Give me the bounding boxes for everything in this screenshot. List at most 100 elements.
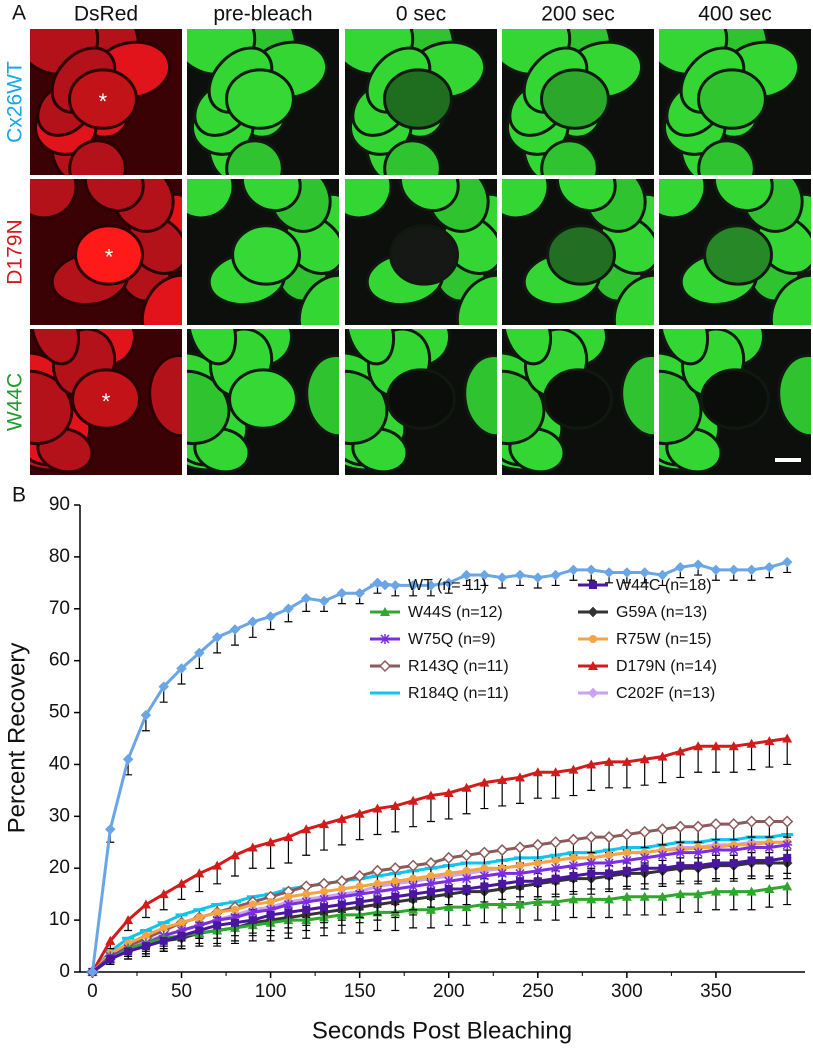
marker bbox=[604, 894, 615, 904]
legend-label: R143Q (n=11) bbox=[408, 658, 509, 675]
marker bbox=[693, 741, 704, 751]
marker bbox=[320, 887, 329, 896]
asterisk: * bbox=[99, 89, 108, 114]
series-line bbox=[91, 840, 788, 974]
marker bbox=[177, 931, 186, 940]
target-cell bbox=[540, 68, 610, 130]
marker bbox=[478, 846, 491, 859]
error-bar bbox=[498, 780, 507, 807]
cell bbox=[30, 329, 81, 366]
marker bbox=[587, 869, 596, 878]
error-bar bbox=[711, 746, 720, 773]
marker bbox=[193, 647, 205, 659]
cell bbox=[659, 329, 710, 366]
marker bbox=[533, 877, 542, 886]
marker bbox=[746, 738, 757, 748]
micrograph bbox=[187, 329, 339, 475]
marker bbox=[444, 884, 453, 893]
y-axis-label: Percent Recovery bbox=[3, 643, 30, 834]
marker bbox=[551, 856, 560, 865]
marker bbox=[407, 859, 420, 872]
marker bbox=[444, 869, 453, 878]
cell bbox=[345, 329, 396, 366]
error-bar bbox=[320, 824, 329, 851]
marker bbox=[675, 847, 686, 858]
marker bbox=[764, 561, 775, 573]
marker bbox=[657, 891, 668, 901]
cell bbox=[659, 179, 707, 220]
target-cell bbox=[228, 368, 298, 430]
marker bbox=[587, 853, 596, 862]
error-bar bbox=[409, 800, 418, 828]
error-bar bbox=[462, 787, 471, 815]
marker bbox=[336, 891, 347, 902]
marker bbox=[354, 889, 365, 900]
micrograph bbox=[659, 329, 811, 475]
marker bbox=[443, 787, 454, 797]
x-tick-label: 50 bbox=[171, 981, 192, 1002]
target-cell bbox=[546, 224, 616, 286]
marker bbox=[569, 872, 578, 881]
marker bbox=[657, 569, 668, 581]
marker bbox=[621, 567, 633, 578]
error-bar bbox=[355, 813, 364, 841]
marker bbox=[265, 904, 276, 915]
micrograph bbox=[187, 179, 339, 325]
cell bbox=[187, 369, 231, 446]
marker bbox=[461, 569, 472, 581]
marker bbox=[354, 808, 365, 818]
marker bbox=[391, 892, 400, 901]
marker bbox=[657, 850, 668, 861]
cell bbox=[345, 179, 393, 220]
marker bbox=[640, 848, 649, 857]
target-cell bbox=[74, 224, 144, 286]
marker bbox=[461, 873, 472, 884]
marker bbox=[425, 580, 437, 591]
marker bbox=[266, 897, 275, 906]
marker bbox=[300, 880, 313, 893]
error-bar bbox=[551, 772, 560, 799]
marker bbox=[728, 564, 740, 576]
marker bbox=[229, 912, 240, 923]
marker bbox=[764, 883, 775, 893]
y-tick-label: 70 bbox=[49, 598, 70, 619]
marker bbox=[212, 860, 223, 870]
marker bbox=[692, 820, 705, 833]
legend-label: W75Q (n=9) bbox=[408, 631, 496, 648]
marker bbox=[373, 879, 382, 888]
marker bbox=[424, 856, 437, 870]
marker bbox=[378, 659, 392, 673]
x-tick-label: 0 bbox=[87, 981, 98, 1002]
marker bbox=[588, 661, 598, 670]
cell bbox=[345, 369, 389, 446]
y-tick-label: 10 bbox=[49, 909, 70, 930]
cell bbox=[612, 273, 654, 325]
marker bbox=[479, 899, 490, 909]
marker bbox=[532, 896, 543, 906]
marker bbox=[335, 875, 348, 888]
marker bbox=[194, 868, 205, 878]
marker bbox=[443, 902, 454, 912]
y-tick-label: 60 bbox=[49, 650, 70, 671]
error-bar bbox=[515, 777, 524, 804]
error-bar bbox=[284, 837, 293, 864]
target-cell bbox=[383, 68, 453, 130]
marker bbox=[711, 859, 720, 868]
marker bbox=[211, 631, 223, 643]
marker bbox=[248, 900, 257, 909]
marker bbox=[533, 859, 542, 868]
target-cell bbox=[543, 368, 613, 430]
marker bbox=[302, 905, 311, 914]
marker bbox=[122, 753, 134, 765]
marker bbox=[195, 926, 204, 935]
marker bbox=[391, 877, 400, 886]
marker bbox=[710, 845, 721, 856]
target-cell bbox=[389, 224, 459, 286]
marker bbox=[176, 925, 187, 936]
marker bbox=[498, 879, 507, 888]
cell bbox=[240, 179, 302, 213]
marker bbox=[639, 852, 650, 863]
marker bbox=[337, 884, 346, 893]
error-bar bbox=[587, 764, 596, 791]
marker bbox=[747, 856, 756, 865]
